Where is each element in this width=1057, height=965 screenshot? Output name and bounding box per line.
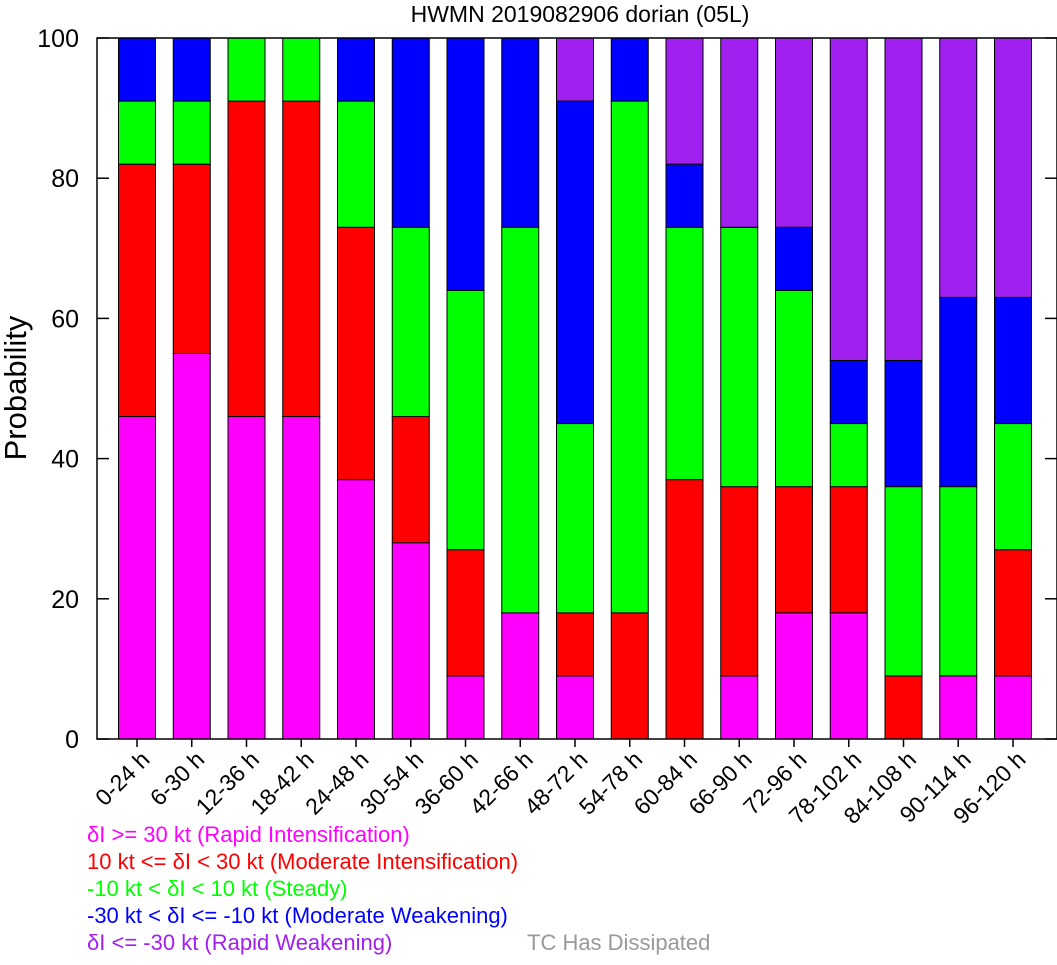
bar-segment-1-series-4 [118,37,156,102]
y-tick-label: 20 [51,586,79,614]
bar-segment-5-series-1 [337,479,375,740]
y-tick-label: 80 [51,165,79,193]
bar-segment-3-series-2 [227,100,266,418]
bar-segment-15-series-2 [884,675,923,740]
bar-segment-12-series-5 [720,37,759,228]
bar-segment-2-series-1 [172,352,211,740]
bar-segment-6-series-1 [391,542,430,740]
bar-segment-4-series-3 [282,37,321,102]
bar-segment-9-series-4 [556,100,594,425]
bar-segment-6-series-4 [391,37,430,228]
bar-segment-12-series-2 [720,486,759,677]
bar-segment-9-series-5 [556,37,594,102]
bar-segment-9-series-1 [556,675,594,740]
bar-segment-17-series-4 [994,296,1032,425]
bar-segment-12-series-1 [720,675,759,740]
bar-segment-16-series-1 [939,675,978,740]
bar-segment-11-series-4 [665,163,704,228]
legend-entry: 10 kt <= δI < 30 kt (Moderate Intensific… [87,849,518,874]
bar-segment-7-series-1 [446,675,485,740]
bar-segment-5-series-4 [337,37,375,102]
legend: δI >= 30 kt (Rapid Intensification)10 kt… [87,822,710,955]
bar-segment-9-series-2 [556,612,594,677]
bar-segment-6-series-3 [391,226,430,418]
legend-entry: δI >= 30 kt (Rapid Intensification) [87,822,410,847]
bar-segment-14-series-1 [829,612,868,740]
bar-segment-17-series-2 [994,549,1032,677]
bar-segment-12-series-3 [720,226,759,488]
bar-segment-8-series-1 [501,612,540,740]
bar-segment-3-series-1 [227,416,266,740]
bar-segment-14-series-5 [829,37,868,361]
bar-segment-9-series-3 [556,423,594,614]
bar-segment-4-series-1 [282,416,321,740]
bar-segment-13-series-5 [775,37,813,228]
y-tick-label: 40 [51,446,79,474]
bar-segment-14-series-2 [829,486,868,614]
x-ticks: 0-24 h6-30 h12-36 h18-42 h24-48 h30-54 h… [90,739,1031,829]
y-ticks: 0 20 40 60 80 100 [37,25,1057,754]
bar-segment-3-series-3 [227,37,266,102]
bar-segment-13-series-4 [775,226,813,291]
bar-segment-10-series-3 [610,100,649,614]
chart-title: HWMN 2019082906 dorian (05L) [411,1,750,27]
bar-segment-5-series-3 [337,100,375,228]
bar-segment-13-series-1 [775,612,813,740]
bar-segment-15-series-3 [884,486,923,677]
legend-entry-dissipated: TC Has Dissipated [527,930,710,955]
bar-segment-17-series-1 [994,675,1032,740]
y-tick-label: 100 [37,25,79,53]
bar-segment-5-series-2 [337,226,375,481]
legend-entry: -10 kt < δI < 10 kt (Steady) [87,876,347,901]
plot-frame [96,37,1057,740]
bar-segment-2-series-4 [172,37,211,102]
bar-segment-14-series-3 [829,423,868,488]
bar-segment-2-series-2 [172,163,211,354]
bar-segment-8-series-3 [501,226,540,614]
bar-segment-16-series-3 [939,486,978,677]
bar-segment-16-series-5 [939,37,978,298]
bar-segment-1-series-2 [118,163,156,418]
y-tick-label: 0 [65,726,79,754]
bar-segment-15-series-5 [884,37,923,361]
bar-segment-7-series-2 [446,549,485,677]
bar-segment-2-series-3 [172,100,211,165]
bars-layer [118,37,1032,740]
legend-entry: δI <= -30 kt (Rapid Weakening) [87,930,392,955]
y-axis-label: Probability [0,315,33,460]
bar-segment-8-series-4 [501,37,540,228]
bar-segment-13-series-3 [775,289,813,488]
bar-segment-10-series-4 [610,37,649,102]
y-tick-label: 60 [51,305,79,333]
bar-segment-4-series-2 [282,100,321,418]
bar-segment-15-series-4 [884,359,923,488]
bar-segment-14-series-4 [829,359,868,425]
bar-segment-10-series-2 [610,612,649,740]
bar-segment-11-series-5 [665,37,704,165]
bar-segment-6-series-2 [391,416,430,544]
bar-segment-13-series-2 [775,486,813,614]
x-tick-label: 0-24 h [90,746,155,811]
bar-segment-1-series-1 [118,416,156,740]
bar-segment-7-series-4 [446,37,485,291]
legend-entry: -30 kt < δI <= -10 kt (Moderate Weakenin… [87,903,508,928]
bar-segment-17-series-5 [994,37,1032,298]
bar-segment-17-series-3 [994,423,1032,551]
bar-segment-11-series-3 [665,226,704,481]
bar-segment-7-series-3 [446,289,485,551]
bar-segment-1-series-3 [118,100,156,165]
bar-segment-16-series-4 [939,296,978,488]
bar-segment-11-series-2 [665,479,704,740]
